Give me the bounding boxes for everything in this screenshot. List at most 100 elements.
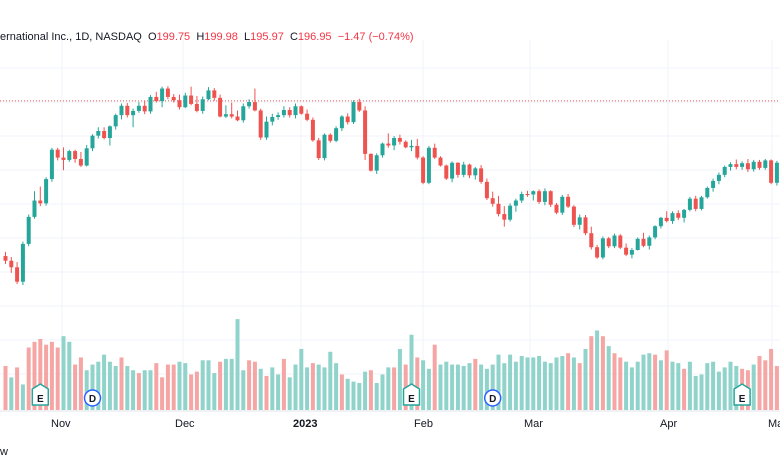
candle[interactable] xyxy=(345,116,350,123)
candle[interactable] xyxy=(78,159,83,166)
candle[interactable] xyxy=(566,196,571,207)
candle[interactable] xyxy=(9,260,14,268)
candle[interactable] xyxy=(212,90,217,98)
candle[interactable] xyxy=(421,157,426,183)
candle[interactable] xyxy=(316,140,321,159)
candle[interactable] xyxy=(119,105,124,116)
candle[interactable] xyxy=(740,163,745,167)
candle[interactable] xyxy=(496,203,501,215)
candle[interactable] xyxy=(571,206,576,225)
candle[interactable] xyxy=(716,174,721,181)
candle[interactable] xyxy=(403,141,408,148)
candle[interactable] xyxy=(618,235,623,248)
candle[interactable] xyxy=(658,217,663,227)
candle[interactable] xyxy=(96,131,101,136)
candle[interactable] xyxy=(397,138,402,142)
candle[interactable] xyxy=(84,148,89,166)
candle[interactable] xyxy=(502,214,507,220)
candle[interactable] xyxy=(102,131,107,138)
candle[interactable] xyxy=(61,157,66,160)
candle[interactable] xyxy=(751,161,756,170)
candle[interactable] xyxy=(409,145,414,148)
candle[interactable] xyxy=(542,191,547,202)
candle[interactable] xyxy=(368,153,373,171)
candle[interactable] xyxy=(763,160,768,168)
candle[interactable] xyxy=(142,105,147,112)
candle[interactable] xyxy=(484,181,489,199)
candle[interactable] xyxy=(711,180,716,188)
candle[interactable] xyxy=(682,209,687,218)
candle[interactable] xyxy=(641,238,646,246)
candle[interactable] xyxy=(229,114,234,117)
candle[interactable] xyxy=(473,168,478,176)
candle[interactable] xyxy=(247,102,252,107)
candle[interactable] xyxy=(107,126,112,138)
candle[interactable] xyxy=(438,157,443,166)
candle[interactable] xyxy=(38,200,43,204)
candle[interactable] xyxy=(392,138,397,146)
candle[interactable] xyxy=(589,233,594,248)
candle[interactable] xyxy=(125,105,130,116)
candle[interactable] xyxy=(450,162,455,179)
candle[interactable] xyxy=(276,115,281,117)
candle[interactable] xyxy=(73,151,78,159)
candle[interactable] xyxy=(531,191,536,195)
candle[interactable] xyxy=(664,217,669,222)
candle[interactable] xyxy=(264,121,269,138)
candle[interactable] xyxy=(189,95,194,104)
candle[interactable] xyxy=(293,106,298,116)
candle[interactable] xyxy=(90,135,95,149)
candle[interactable] xyxy=(351,102,356,123)
dividend-marker[interactable]: D xyxy=(483,389,502,407)
candle[interactable] xyxy=(32,200,37,217)
candle[interactable] xyxy=(687,198,692,210)
candle[interactable] xyxy=(705,187,710,198)
candle[interactable] xyxy=(513,200,518,206)
candle[interactable] xyxy=(455,162,460,175)
candle[interactable] xyxy=(444,165,449,179)
candle[interactable] xyxy=(310,119,315,141)
candle[interactable] xyxy=(270,117,275,122)
candle[interactable] xyxy=(560,196,565,213)
candle[interactable] xyxy=(583,217,588,234)
candle[interactable] xyxy=(548,191,553,205)
candle[interactable] xyxy=(49,149,54,180)
candle[interactable] xyxy=(537,191,542,202)
earnings-marker[interactable]: E xyxy=(31,383,50,406)
candle[interactable] xyxy=(426,147,431,183)
candle[interactable] xyxy=(183,95,188,108)
candle[interactable] xyxy=(44,179,49,204)
candle[interactable] xyxy=(745,163,750,170)
candle[interactable] xyxy=(165,88,170,97)
candle[interactable] xyxy=(769,160,774,183)
candle[interactable] xyxy=(676,213,681,218)
candle[interactable] xyxy=(235,116,240,121)
candle[interactable] xyxy=(252,102,257,111)
candle[interactable] xyxy=(519,194,524,201)
candle[interactable] xyxy=(757,161,762,168)
candle[interactable] xyxy=(415,145,420,158)
candle[interactable] xyxy=(322,134,327,159)
candle[interactable] xyxy=(490,198,495,204)
candle[interactable] xyxy=(194,103,199,111)
candle[interactable] xyxy=(3,256,8,261)
candle[interactable] xyxy=(508,205,513,220)
candle[interactable] xyxy=(171,96,176,101)
candle[interactable] xyxy=(635,238,640,250)
candle[interactable] xyxy=(206,90,211,100)
candle[interactable] xyxy=(577,217,582,225)
candle[interactable] xyxy=(258,110,263,138)
candle[interactable] xyxy=(218,97,223,117)
candle[interactable] xyxy=(154,96,159,102)
candle[interactable] xyxy=(629,250,634,255)
candle[interactable] xyxy=(20,243,25,282)
candle[interactable] xyxy=(600,238,605,258)
candle[interactable] xyxy=(461,164,466,175)
candle[interactable] xyxy=(299,106,304,114)
earnings-marker[interactable]: E xyxy=(733,383,751,406)
candle[interactable] xyxy=(606,238,611,247)
candle[interactable] xyxy=(55,149,60,158)
candle[interactable] xyxy=(699,197,704,209)
candle[interactable] xyxy=(160,88,165,102)
